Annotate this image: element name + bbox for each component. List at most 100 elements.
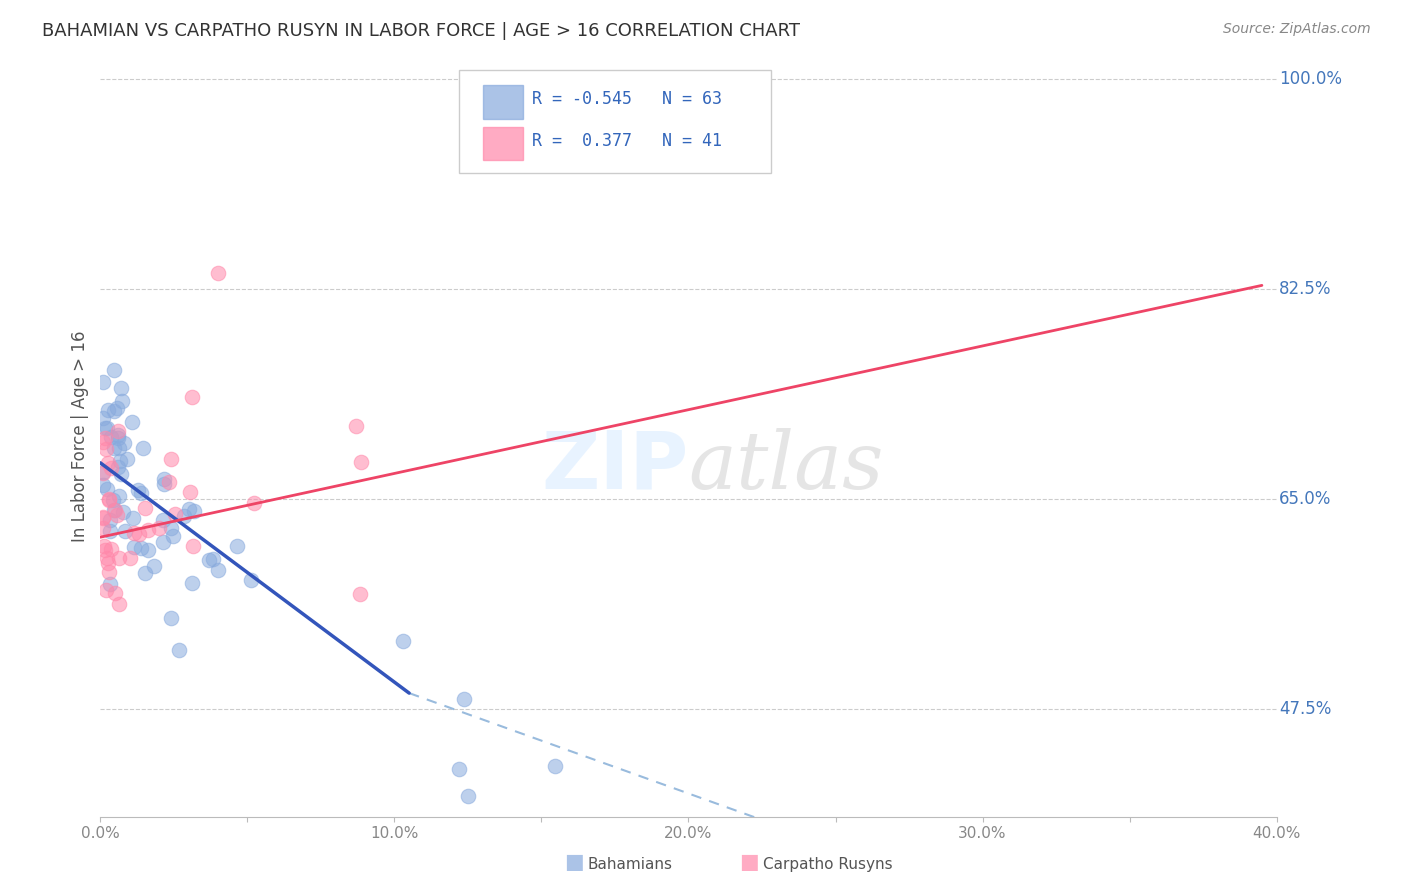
Point (457, 789, 479, 803)
Point (179, 485, 201, 500)
Text: Carpatho Rusyns: Carpatho Rusyns (763, 857, 893, 872)
Point (117, 451, 139, 466)
Point (104, 503, 127, 517)
Point (110, 467, 132, 481)
Point (129, 541, 152, 555)
Point (107, 431, 129, 445)
Point (134, 566, 156, 581)
Point (180, 390, 202, 404)
Point (107, 551, 129, 566)
Point (100, 541, 122, 556)
Point (105, 508, 128, 522)
Point (121, 511, 143, 525)
Point (101, 493, 124, 508)
Point (96, 483, 118, 497)
Point (97, 456, 120, 470)
Text: ■: ■ (564, 853, 583, 872)
Point (148, 521, 170, 535)
Point (183, 539, 205, 553)
Text: Bahamians: Bahamians (588, 857, 672, 872)
Point (349, 587, 371, 601)
Text: Source: ZipAtlas.com: Source: ZipAtlas.com (1223, 22, 1371, 37)
Point (129, 485, 152, 500)
Text: R =  0.377   N = 41: R = 0.377 N = 41 (531, 132, 723, 150)
Point (94, 442, 117, 456)
Point (152, 513, 174, 527)
Point (160, 520, 183, 534)
Point (447, 763, 470, 777)
Point (180, 576, 202, 591)
Point (152, 472, 174, 486)
Point (98, 577, 121, 591)
Point (110, 381, 132, 395)
Point (91, 511, 114, 525)
Point (177, 501, 200, 516)
Point (96, 550, 118, 565)
Text: 47.5%: 47.5% (1279, 699, 1331, 718)
Point (91, 521, 114, 535)
Point (107, 597, 129, 611)
Point (122, 540, 145, 554)
Text: ZIP: ZIP (541, 427, 689, 506)
Point (97, 403, 120, 417)
Point (162, 529, 184, 543)
Point (344, 419, 367, 434)
Text: 82.5%: 82.5% (1279, 280, 1331, 298)
Point (97, 566, 120, 580)
Point (207, 563, 229, 577)
Point (132, 442, 155, 456)
Point (104, 586, 127, 600)
Point (127, 483, 149, 497)
Text: atlas: atlas (689, 427, 884, 505)
Point (112, 436, 135, 450)
Point (103, 441, 125, 455)
FancyBboxPatch shape (482, 127, 523, 160)
Point (91, 509, 114, 524)
Point (136, 523, 159, 537)
Point (98, 524, 121, 538)
Point (107, 459, 129, 474)
Text: 100.0%: 100.0% (1279, 70, 1341, 88)
Point (201, 552, 224, 566)
Point (183, 504, 205, 518)
Point (167, 643, 190, 657)
Point (243, 496, 266, 510)
Point (107, 425, 129, 439)
Point (93, 421, 115, 435)
Point (152, 535, 174, 549)
Point (121, 415, 143, 429)
Point (207, 266, 229, 280)
Point (128, 527, 150, 541)
Point (96, 421, 118, 435)
Point (93, 431, 115, 445)
Point (98, 513, 121, 527)
Point (225, 539, 247, 553)
Point (91, 478, 114, 492)
Point (157, 475, 180, 490)
Point (134, 501, 156, 516)
Point (103, 363, 125, 377)
Point (91, 434, 114, 449)
Text: 65.0%: 65.0% (1279, 490, 1331, 508)
Point (108, 441, 131, 455)
Point (91, 466, 114, 480)
Point (97, 556, 120, 570)
Y-axis label: In Labor Force | Age > 16: In Labor Force | Age > 16 (72, 330, 89, 541)
Point (94, 582, 117, 597)
Point (112, 505, 135, 519)
Point (120, 550, 142, 565)
Point (160, 611, 183, 625)
FancyBboxPatch shape (460, 70, 770, 173)
Point (153, 477, 176, 491)
Point (136, 543, 159, 558)
Point (91, 375, 114, 389)
Point (198, 553, 221, 567)
Point (122, 525, 145, 540)
Point (105, 401, 128, 415)
Point (100, 429, 122, 443)
Text: ■: ■ (740, 853, 759, 872)
Text: BAHAMIAN VS CARPATHO RUSYN IN LABOR FORCE | AGE > 16 CORRELATION CHART: BAHAMIAN VS CARPATHO RUSYN IN LABOR FORC… (42, 22, 800, 40)
Point (142, 559, 165, 574)
Point (544, 759, 567, 773)
FancyBboxPatch shape (482, 86, 523, 119)
